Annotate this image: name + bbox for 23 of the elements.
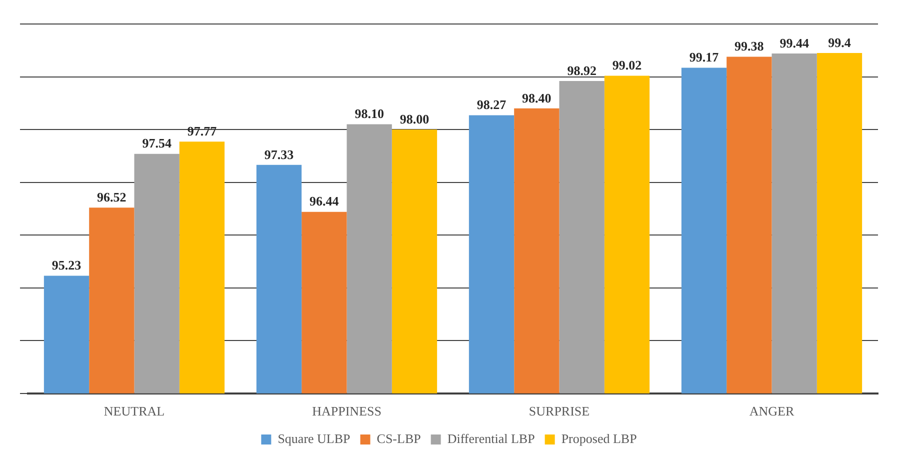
x-tick-label: NEUTRAL [104,404,165,419]
data-label: 99.38 [734,38,764,54]
data-label: 95.23 [52,258,82,273]
data-label: 99.4 [828,34,852,50]
data-label: 98.10 [354,106,384,122]
data-label: 98.00 [400,111,430,126]
x-tick-label: ANGER [749,404,794,419]
legend-label: Differential LBP [447,430,535,446]
data-label: 96.44 [310,194,340,209]
data-label: 99.02 [612,58,642,73]
x-tick-label: SURPRISE [528,404,590,419]
legend-label: CS-LBP [376,430,421,446]
data-label: 98.27 [476,97,507,112]
data-label: 97.33 [264,146,294,162]
x-tick-label: HAPPINESS [312,404,382,419]
data-label: 98.40 [522,90,552,106]
data-label: 99.17 [689,50,720,65]
data-label: 97.54 [142,136,172,151]
data-label: 99.44 [780,35,810,50]
data-label: 98.92 [567,62,596,78]
data-label: 96.52 [97,190,126,205]
legend-label: Proposed LBP [561,430,637,446]
legend-label: Square ULBP [278,430,350,446]
